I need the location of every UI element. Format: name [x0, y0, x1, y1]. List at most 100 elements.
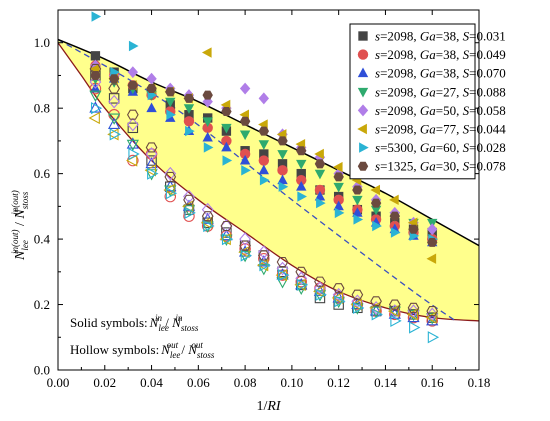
- hollow-point: [407, 310, 420, 323]
- solid-point: [259, 174, 270, 186]
- hollow-point: [219, 232, 231, 246]
- hollow-point: [331, 291, 344, 305]
- legend-label: s=5300, Ga=60, S=0.028: [375, 140, 506, 155]
- solid-point: [202, 117, 213, 127]
- solid-point: [352, 195, 363, 206]
- solid-point: [183, 104, 195, 114]
- solid-point: [277, 159, 288, 169]
- solid-point: [277, 174, 288, 185]
- hollow-point: [109, 128, 122, 141]
- series-7: [90, 11, 440, 344]
- hollow-point: [183, 189, 195, 204]
- series-6: [88, 47, 437, 324]
- legend-item: s=2098, Ga=38, S=0.070: [357, 66, 506, 81]
- hollow-point: [407, 302, 420, 313]
- x-tick-label: 0.00: [47, 375, 70, 390]
- hollow-point: [108, 113, 121, 125]
- hollow-point: [90, 102, 103, 115]
- solid-point: [166, 109, 176, 120]
- x-tick-label: 0.12: [327, 375, 350, 390]
- hollow-point: [164, 185, 177, 197]
- hollow-point: [276, 261, 289, 276]
- solid-point: [90, 70, 101, 80]
- legend-marker: [357, 67, 369, 78]
- hollow-point: [144, 164, 157, 177]
- hollow-point: [165, 187, 178, 200]
- hollow-point: [200, 216, 213, 229]
- solid-point: [108, 74, 120, 84]
- x-tick-label: 0.14: [374, 375, 397, 390]
- solid-point: [370, 184, 380, 196]
- solid-point: [316, 197, 326, 209]
- hollow-point: [221, 232, 234, 246]
- hollow-point: [259, 259, 271, 272]
- solid-point: [241, 165, 251, 176]
- series-8: [89, 63, 439, 317]
- hollow-point: [350, 298, 362, 311]
- hollow-point: [145, 147, 158, 161]
- solid-point: [127, 66, 139, 79]
- legend-item: s=5300, Ga=60, S=0.028: [359, 140, 506, 155]
- hollow-point: [220, 234, 233, 246]
- solid-point: [91, 11, 102, 22]
- solid-point: [333, 172, 344, 182]
- hollow-point: [146, 155, 157, 166]
- legend-box: [349, 23, 476, 180]
- hollow-point: [184, 206, 196, 220]
- y-tick-label: 0.4: [34, 232, 51, 247]
- solid-point: [333, 182, 344, 193]
- solid-point: [201, 47, 212, 58]
- solid-point: [146, 102, 157, 113]
- hollow-point: [220, 220, 233, 232]
- hollow-point: [89, 101, 102, 113]
- solid-point: [183, 93, 195, 103]
- hollow-point: [315, 288, 327, 301]
- hollow-point: [126, 137, 139, 149]
- text-layer: 0.00 0.02 0.04 0.06 0.08 0.10 0.12 0.14 0.16 0.18…: [10, 35, 490, 414]
- legend-label: s=2098, Ga=50, S=0.058: [375, 103, 506, 118]
- y-tick-label: 0.2: [34, 297, 50, 312]
- legend-label: s=2098, Ga=77, S=0.044: [375, 122, 506, 137]
- solid-symbols-note: Solid symbols: Nleein / Nstossin: [70, 313, 199, 333]
- solid-point: [221, 135, 232, 147]
- x-tick-label: 0.08: [234, 375, 257, 390]
- solid-point: [370, 205, 382, 216]
- hollow-point: [388, 299, 401, 310]
- solid-point: [426, 253, 437, 264]
- legend-item: s=2098, Ga=38, S=0.031: [358, 29, 506, 44]
- hollow-point: [295, 266, 308, 277]
- hollow-point: [352, 301, 365, 314]
- hollow-point: [108, 94, 121, 109]
- solid-point: [146, 72, 157, 85]
- solid-point: [314, 184, 326, 196]
- svg-text:Solid symbols:: Solid symbols:: [70, 315, 148, 330]
- y-tick-label: 0.8: [34, 101, 50, 116]
- hollow-point: [108, 117, 121, 129]
- y-tick-label: 0.6: [34, 166, 51, 181]
- hollow-point: [294, 278, 306, 292]
- solid-point: [427, 237, 438, 247]
- x-tick-label: 0.18: [468, 375, 491, 390]
- solid-point: [221, 123, 232, 134]
- hollow-point: [107, 128, 119, 141]
- solid-point: [296, 174, 307, 186]
- hollow-point: [426, 306, 439, 317]
- solid-point: [314, 148, 324, 160]
- solid-point: [165, 87, 176, 97]
- hollow-point: [276, 268, 289, 280]
- solid-point: [353, 214, 364, 225]
- solid-point: [278, 181, 289, 192]
- hollow-point: [406, 308, 418, 321]
- y-tick-label: 0.0: [34, 363, 50, 378]
- hollow-point: [88, 111, 100, 125]
- solid-point: [408, 224, 419, 234]
- solid-point: [202, 131, 213, 142]
- hollow-point: [407, 309, 420, 322]
- hollow-point: [370, 296, 382, 307]
- hollow-point: [278, 268, 290, 282]
- hollow-point: [164, 166, 177, 181]
- solid-point: [352, 185, 363, 195]
- hollow-point: [296, 278, 309, 292]
- hollow-point: [239, 232, 252, 246]
- y-tick-label: 1.0: [34, 35, 50, 50]
